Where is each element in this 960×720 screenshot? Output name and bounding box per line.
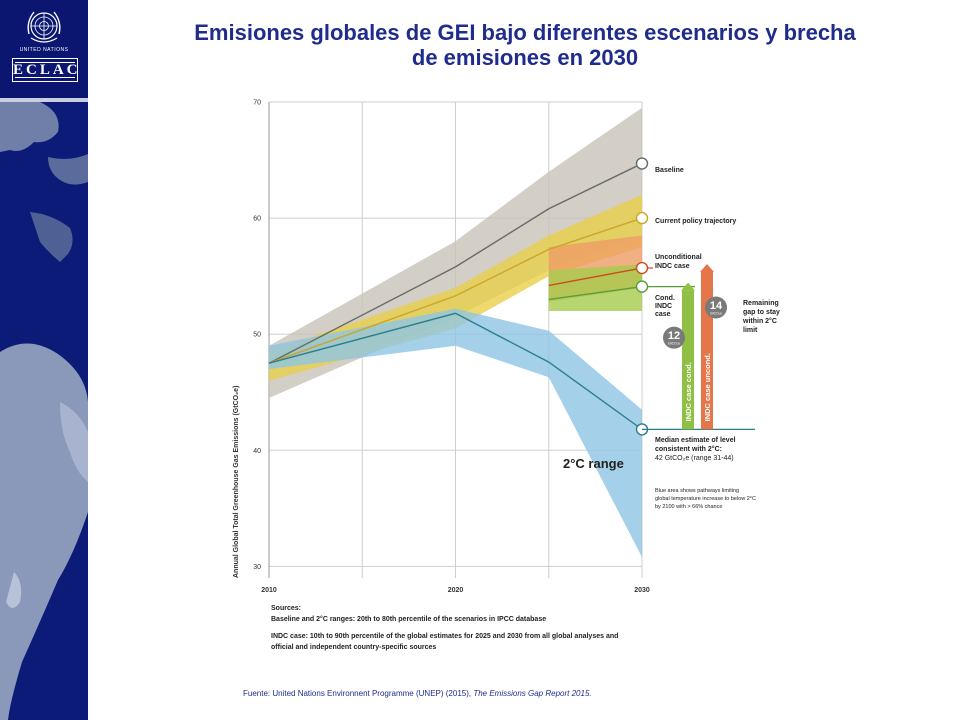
- sources-line-2: INDC case: 10th to 90th percentile of th…: [271, 633, 619, 640]
- blue-note-1: Blue area shows pathways limiting: [655, 488, 739, 494]
- chart-bands: [269, 107, 642, 558]
- line-2-c-median: [268, 312, 643, 430]
- label-cond-3: case: [655, 311, 671, 318]
- blue-note-3: by 2100 with > 66% chance: [655, 504, 722, 510]
- chart-ticks: 30 40 50 60 70 2010 2020 2030: [253, 100, 650, 595]
- gap-value-circle: [705, 296, 727, 319]
- americas-map-image: [0, 102, 88, 720]
- label-baseline: Baseline: [655, 167, 684, 174]
- sidebar: UNITED NATIONS ECLAC: [0, 0, 88, 720]
- y-axis-label: Annual Global Total Greenhouse Gas Emiss…: [233, 386, 240, 578]
- line-current-policy-trajectory: [268, 217, 643, 364]
- footer-report-title: The Emissions Gap Report 2015.: [473, 689, 592, 698]
- band-2-c-range: [269, 308, 642, 558]
- label-remaining-4: limit: [743, 327, 758, 334]
- chart-lines: [268, 157, 755, 436]
- gap-unit: GtCO₂e: [668, 342, 680, 346]
- y-tick-30: 30: [253, 564, 261, 571]
- marker-current-policy-trajectory: [635, 211, 649, 225]
- x-tick-2030: 2030: [634, 587, 650, 594]
- eclac-logo-bottom-rule: [15, 77, 75, 78]
- footer-citation: Fuente: United Nations Environnent Progr…: [243, 689, 943, 698]
- eclac-logo-top-rule: [15, 62, 75, 63]
- line-baseline: [268, 162, 643, 364]
- sources-heading: Sources:: [271, 605, 301, 612]
- label-remaining-2: gap to stay: [743, 309, 780, 316]
- marker-unconditional-indc-case: [635, 261, 649, 275]
- marker-cond-indc-case: [635, 280, 649, 293]
- gap-value: 14: [710, 300, 723, 312]
- y-tick-50: 50: [253, 332, 261, 339]
- x-tick-2020: 2020: [448, 587, 464, 594]
- y-tick-60: 60: [253, 216, 261, 223]
- label-cond-2: INDC: [655, 303, 672, 310]
- label-2c-range: 2°C range: [563, 456, 624, 471]
- gap-bar: [682, 290, 694, 430]
- gap-unit: GtCO₂e: [710, 311, 722, 315]
- label-remaining-3: within 2°C: [742, 317, 777, 325]
- gap-value-circle: [663, 326, 685, 349]
- label-uncond-2: INDC case: [655, 263, 690, 270]
- label-median-3: 42 GtCO₂e (range 31-44): [655, 455, 734, 462]
- gap-label: INDC case cond.: [684, 362, 693, 421]
- blue-note-2: global temperature increase to below 2°C: [655, 496, 756, 502]
- title-line-2: de emisiones en 2030: [411, 45, 639, 70]
- title-line-1: Emisiones globales de GEI bajo diferente…: [194, 20, 856, 45]
- label-cond-1: Cond.: [655, 295, 675, 302]
- label-current-policy: Current policy trajectory: [655, 218, 736, 225]
- line-cond-indc-case: [548, 285, 643, 301]
- y-tick-40: 40: [253, 448, 261, 455]
- page-title: Emisiones globales de GEI bajo diferente…: [100, 20, 950, 70]
- marker-baseline: [635, 157, 649, 170]
- sidebar-divider: [0, 98, 88, 102]
- un-logo-text: UNITED NATIONS: [19, 47, 69, 53]
- sources-line-3: official and independent country-specifi…: [271, 644, 437, 651]
- y-tick-70: 70: [253, 100, 261, 107]
- sources-line-1: Baseline and 2°C ranges: 20th to 80th pe…: [271, 616, 547, 623]
- line-unconditional-indc-case: [548, 267, 643, 287]
- un-emblem-icon: [27, 11, 61, 43]
- gap-value: 12: [668, 330, 680, 342]
- label-uncond-1: Unconditional: [655, 254, 702, 261]
- label-remaining-1: Remaining: [743, 300, 779, 307]
- eclac-logo: ECLAC: [12, 58, 78, 82]
- gap-arrow-head: [681, 282, 695, 291]
- band-conditional-indc: [548, 264, 642, 311]
- label-median-1: Median estimate of level: [655, 437, 736, 444]
- chart-sources: Sources: Baseline and 2°C ranges: 20th t…: [271, 603, 741, 653]
- eclac-logo-text: ECLAC: [13, 62, 81, 78]
- label-median-2: consistent with 2°C:: [655, 445, 722, 453]
- footer-text: Fuente: United Nations Environnent Progr…: [243, 689, 474, 698]
- gap-label: INDC case uncond.: [703, 353, 712, 421]
- x-tick-2010: 2010: [261, 587, 277, 594]
- logo-area: UNITED NATIONS ECLAC: [0, 0, 88, 100]
- gap-arrow-head: [700, 264, 714, 273]
